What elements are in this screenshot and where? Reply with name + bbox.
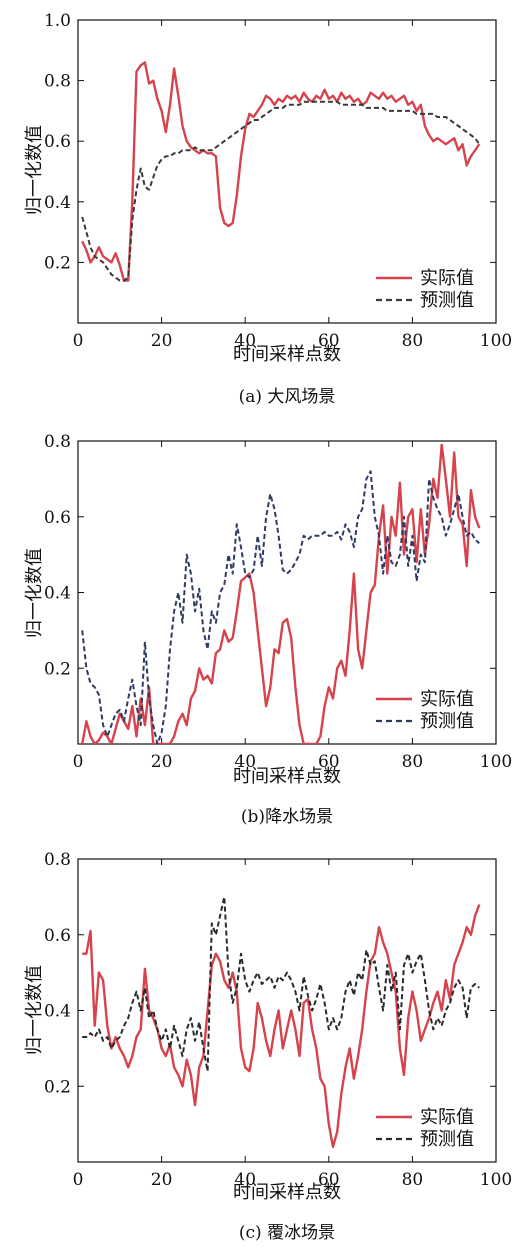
x-tick-label: 100 xyxy=(480,752,512,772)
y-tick-label: 0.8 xyxy=(44,432,71,452)
x-tick-label: 20 xyxy=(151,1170,173,1190)
y-tick-label: 0.6 xyxy=(44,926,71,946)
x-axis-label: 时间采样点数 xyxy=(233,344,341,365)
x-tick-label: 0 xyxy=(73,752,84,772)
y-tick-label: 1.0 xyxy=(44,11,71,31)
panel-caption: (b)降水场景 xyxy=(241,807,333,827)
x-axis-label: 时间采样点数 xyxy=(233,1182,341,1203)
y-tick-label: 0.4 xyxy=(44,584,71,604)
panel-a: 0 20 40 60 80 100 0.2 0.4 0.6 0.8 1.0 时间采样点数 归一化数值 (a… xyxy=(24,11,512,407)
predicted-series-line xyxy=(81,100,481,282)
y-axis-label: 归一化数值 xyxy=(24,125,45,215)
y-tick-label: 0.6 xyxy=(44,132,71,152)
legend-label: 实际值 xyxy=(420,268,474,289)
y-tick-label: 0.4 xyxy=(44,1002,71,1022)
y-tick-label: 0.2 xyxy=(44,659,71,679)
legend-label: 实际值 xyxy=(420,689,474,710)
x-tick-label: 40 xyxy=(234,1170,256,1190)
predicted-series-line xyxy=(82,895,480,1073)
predicted-series-line xyxy=(81,470,480,744)
x-tick-label: 60 xyxy=(318,331,340,351)
y-tick-label: 0.4 xyxy=(44,193,71,213)
x-tick-label: 40 xyxy=(234,752,256,772)
y-tick-label: 0.6 xyxy=(44,508,71,528)
y-axis-label: 归一化数值 xyxy=(24,548,45,638)
x-tick-label: 40 xyxy=(234,331,256,351)
y-tick-label: 0.2 xyxy=(44,1077,71,1097)
plot-frame xyxy=(77,19,497,324)
x-tick-label: 0 xyxy=(73,331,84,351)
x-tick-label: 0 xyxy=(73,1170,84,1190)
x-tick-label: 20 xyxy=(151,752,173,772)
panel-caption: (a) 大风场景 xyxy=(239,387,336,407)
actual-series-line xyxy=(81,61,481,282)
y-tick-label: 0.8 xyxy=(44,72,71,92)
panel-c: 0 20 40 60 80 100 0.2 0.4 0.6 0.8 时间采样点数 归一化数值 (c) 覆… xyxy=(24,850,512,1243)
panel-caption: (c) 覆冰场景 xyxy=(239,1223,335,1243)
x-tick-label: 100 xyxy=(480,1170,512,1190)
legend-label: 预测值 xyxy=(420,290,474,311)
x-tick-label: 60 xyxy=(318,752,340,772)
x-tick-label: 80 xyxy=(402,752,424,772)
actual-series-line xyxy=(82,904,481,1149)
x-tick-label: 80 xyxy=(402,1170,424,1190)
legend-label: 预测值 xyxy=(420,1129,474,1150)
x-tick-label: 80 xyxy=(402,331,424,351)
legend-label: 实际值 xyxy=(420,1107,474,1128)
panel-b: 0 20 40 60 80 100 0.2 0.4 0.6 0.8 时间采样点数 归一化数值 (b)降水… xyxy=(24,432,512,827)
y-tick-label: 0.8 xyxy=(44,850,71,870)
x-axis-label: 时间采样点数 xyxy=(233,766,341,787)
y-axis-label: 归一化数值 xyxy=(24,965,45,1055)
legend-label: 预测值 xyxy=(420,711,474,732)
x-tick-label: 20 xyxy=(151,331,173,351)
y-tick-label: 0.2 xyxy=(44,253,71,273)
x-tick-label: 60 xyxy=(318,1170,340,1190)
x-tick-label: 100 xyxy=(480,331,512,351)
